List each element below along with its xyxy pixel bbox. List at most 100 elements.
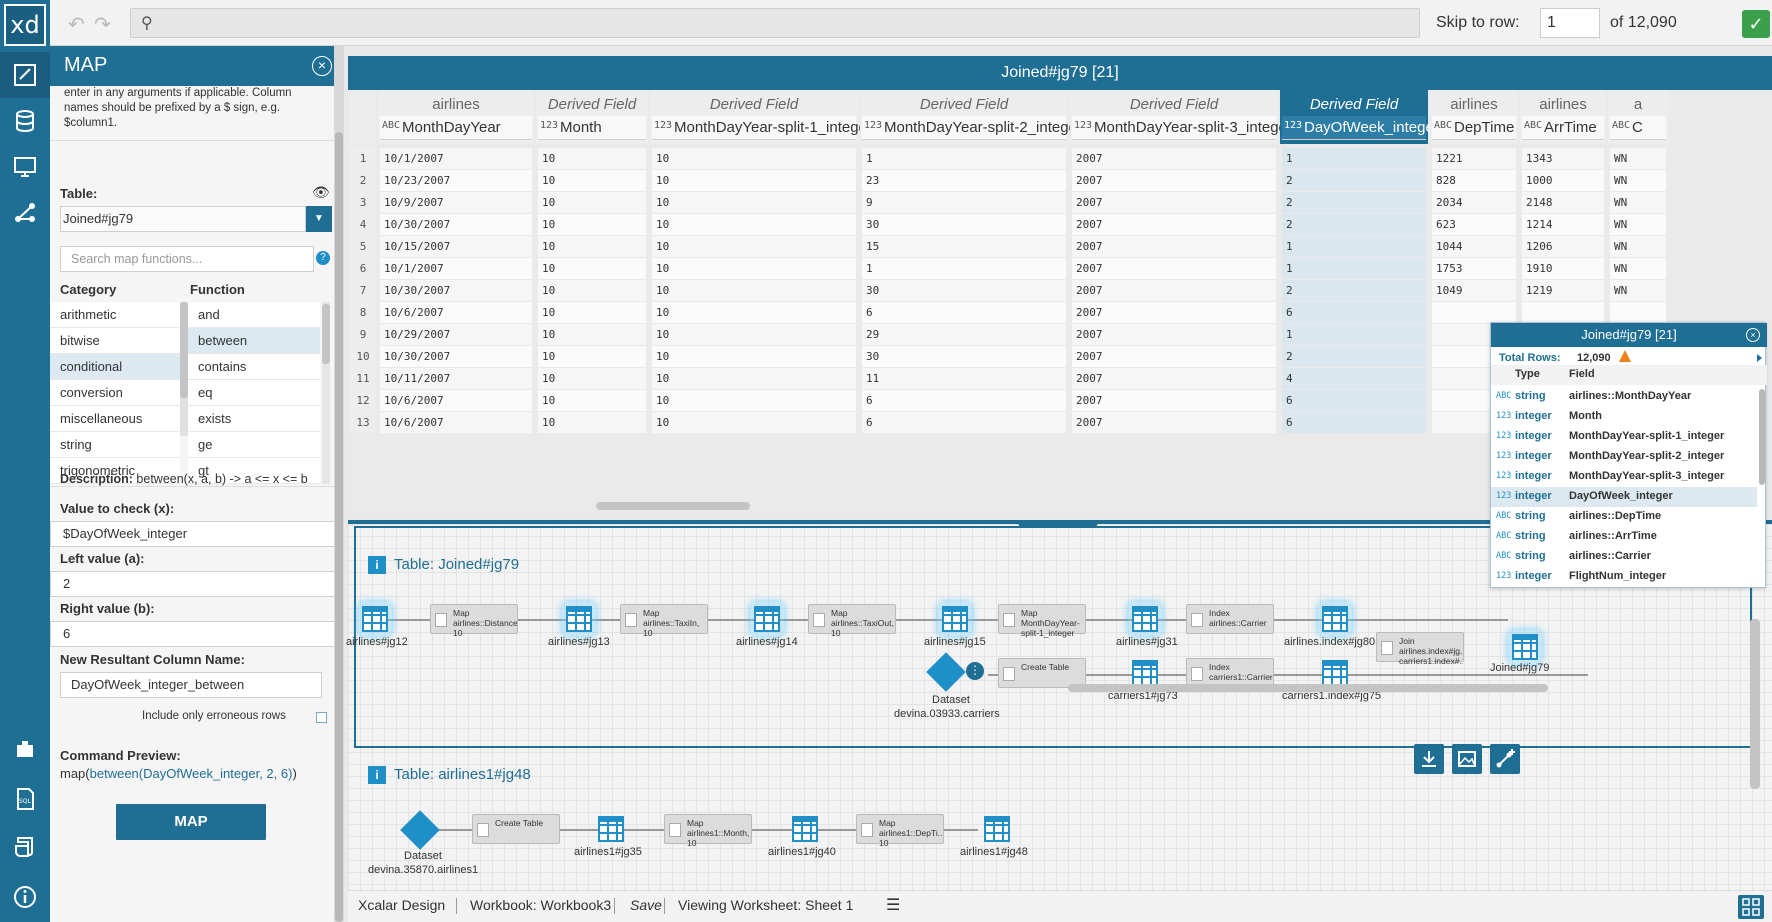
table-cell[interactable]: 1 xyxy=(1282,258,1426,279)
table-cell[interactable]: 10 xyxy=(652,192,856,213)
table-cell[interactable] xyxy=(1432,302,1516,323)
table-cell[interactable]: 1 xyxy=(862,148,1066,169)
table-cell[interactable]: 10/6/2007 xyxy=(380,302,532,323)
table-cell[interactable]: WN xyxy=(1610,192,1666,213)
table-cell[interactable]: 10 xyxy=(538,192,646,213)
table-cell[interactable]: 1000 xyxy=(1522,170,1604,191)
table-title[interactable]: Joined#jg79 [21] xyxy=(1001,64,1119,81)
category-item[interactable]: miscellaneous xyxy=(50,406,180,432)
table-cell[interactable]: 10 xyxy=(652,214,856,235)
table-cell[interactable]: WN xyxy=(1610,148,1666,169)
table-node-airlines-jg13[interactable] xyxy=(562,602,596,636)
table-cell[interactable]: 10/30/2007 xyxy=(380,280,532,301)
op-node-index[interactable]: Index carriers1::Carrier xyxy=(1186,658,1274,688)
popup-field-row[interactable]: 123 integer MonthDayYear-split-1_integer xyxy=(1491,427,1757,447)
popup-field-row[interactable]: 123 integer DayOfWeek_integer xyxy=(1491,487,1757,507)
table-cell[interactable]: 10 xyxy=(652,280,856,301)
table-cell[interactable]: 10 xyxy=(652,346,856,367)
table-cell[interactable]: WN xyxy=(1610,170,1666,191)
extensions-nav-icon[interactable] xyxy=(0,726,50,772)
table-cell[interactable]: 10 xyxy=(652,324,856,345)
table-cell[interactable] xyxy=(1610,302,1666,323)
column-name-box[interactable]: 123 MonthDayYear-split-3_integer xyxy=(1072,116,1292,140)
op-node-map[interactable]: Map MonthDayYear-split-1_integer xyxy=(998,604,1086,638)
table-cell[interactable]: 10 xyxy=(652,236,856,257)
table-cell[interactable]: 2 xyxy=(1282,214,1426,235)
function-item[interactable]: gt xyxy=(188,458,320,484)
column-header[interactable]: Derived Field 123 Month xyxy=(536,90,648,144)
function-item[interactable]: contains xyxy=(188,354,320,380)
add-dataflow-icon[interactable] xyxy=(1490,744,1520,774)
category-item[interactable]: arithmetic xyxy=(50,302,180,328)
table-node-airlines1-jg48[interactable] xyxy=(984,816,1010,842)
table-cell[interactable]: 2007 xyxy=(1072,324,1276,345)
left-value-input[interactable]: 2 xyxy=(50,571,338,597)
table-cell[interactable]: 10 xyxy=(652,170,856,191)
op-node-create-table[interactable]: Create Table xyxy=(472,814,560,844)
scroll-nav-icon[interactable] xyxy=(0,824,50,870)
table-row[interactable]: 2 10/23/2007 10 10 23 2007 2 828 1000 WN xyxy=(348,170,1772,195)
table-cell[interactable]: 10 xyxy=(538,170,646,191)
table-cell[interactable]: 1214 xyxy=(1522,214,1604,235)
table-cell[interactable]: 10/15/2007 xyxy=(380,236,532,257)
popup-field-row[interactable]: 123 integer FlightNum_integer xyxy=(1491,567,1757,587)
table-cell[interactable]: 10 xyxy=(538,236,646,257)
table-cell[interactable]: 2007 xyxy=(1072,368,1276,389)
table-cell[interactable]: 10/30/2007 xyxy=(380,346,532,367)
table-cell[interactable]: 10 xyxy=(538,368,646,389)
table-cell[interactable]: 2007 xyxy=(1072,236,1276,257)
table-cell[interactable]: 10/30/2007 xyxy=(380,214,532,235)
table-cell[interactable]: 4 xyxy=(1282,368,1426,389)
panel-scrollbar[interactable] xyxy=(334,46,344,922)
table-cell[interactable]: 2034 xyxy=(1432,192,1516,213)
table-node-airlines-jg12[interactable] xyxy=(358,602,392,636)
table-cell[interactable] xyxy=(1522,302,1604,323)
column-name-box[interactable]: 123 Month xyxy=(538,116,646,140)
table-select[interactable]: Joined#jg79 xyxy=(60,206,306,232)
table-cell[interactable]: 2007 xyxy=(1072,280,1276,301)
table-cell[interactable]: 1753 xyxy=(1432,258,1516,279)
table-cell[interactable]: 10 xyxy=(538,324,646,345)
table-cell[interactable]: 1 xyxy=(1282,148,1426,169)
table-row[interactable]: 7 10/30/2007 10 10 30 2007 2 1049 1219 WN xyxy=(348,280,1772,305)
popup-field-row[interactable]: 123 integer MonthDayYear-split-2_integer xyxy=(1491,447,1757,467)
table-node-carriers1-index-jg75[interactable] xyxy=(1322,660,1348,686)
map-button[interactable]: MAP xyxy=(116,804,266,840)
table-cell[interactable]: 10/11/2007 xyxy=(380,368,532,389)
table-cell[interactable]: 1 xyxy=(862,258,1066,279)
category-item[interactable]: conversion xyxy=(50,380,180,406)
table-row[interactable]: 6 10/1/2007 10 10 1 2007 1 1753 1910 WN xyxy=(348,258,1772,283)
column-name-box[interactable]: 123 DayOfWeek_integer xyxy=(1282,116,1439,140)
table-cell[interactable]: 6 xyxy=(862,412,1066,433)
op-node-map[interactable]: Map airlines::TaxiIn, 10 xyxy=(620,604,708,638)
undo-icon[interactable]: ↶ xyxy=(68,14,85,36)
category-item[interactable]: trigonometric xyxy=(50,458,180,484)
category-item[interactable]: conditional xyxy=(50,354,180,380)
op-node-create-table[interactable]: Create Table xyxy=(998,658,1086,688)
function-item[interactable]: ge xyxy=(188,432,320,458)
table-cell[interactable]: 6 xyxy=(862,302,1066,323)
category-item[interactable]: bitwise xyxy=(50,328,180,354)
table-cell[interactable]: 1 xyxy=(1282,324,1426,345)
info-nav-icon[interactable] xyxy=(0,874,50,920)
table-cell[interactable]: 23 xyxy=(862,170,1066,191)
workbook-name[interactable]: Workbook: Workbook3 xyxy=(470,897,612,913)
workspace-nav-icon[interactable] xyxy=(0,52,50,98)
category-scrollbar[interactable] xyxy=(180,302,188,436)
table-row[interactable]: 8 10/6/2007 10 10 6 2007 6 xyxy=(348,302,1772,327)
table-cell[interactable]: 1221 xyxy=(1432,148,1516,169)
table-cell[interactable]: 10/1/2007 xyxy=(380,148,532,169)
table-node-airlines-jg15[interactable] xyxy=(938,602,972,636)
column-name-box[interactable]: ABC MonthDayYear xyxy=(380,116,532,140)
table-cell[interactable]: 10 xyxy=(652,390,856,411)
table-cell[interactable]: 1 xyxy=(1282,236,1426,257)
table-node-carriers1-jg73[interactable] xyxy=(1132,660,1158,686)
table-cell[interactable]: 30 xyxy=(862,280,1066,301)
dag-title-airlines1[interactable]: i Table: airlines1#jg48 xyxy=(368,766,531,785)
expand-arrow-icon[interactable] xyxy=(1757,354,1762,362)
table-cell[interactable]: 2 xyxy=(1282,280,1426,301)
info-icon[interactable]: i xyxy=(368,766,386,785)
function-item[interactable]: exists xyxy=(188,406,320,432)
table-cell[interactable]: 29 xyxy=(862,324,1066,345)
popup-field-row[interactable]: ABC string airlines::ArrTime xyxy=(1491,527,1757,547)
